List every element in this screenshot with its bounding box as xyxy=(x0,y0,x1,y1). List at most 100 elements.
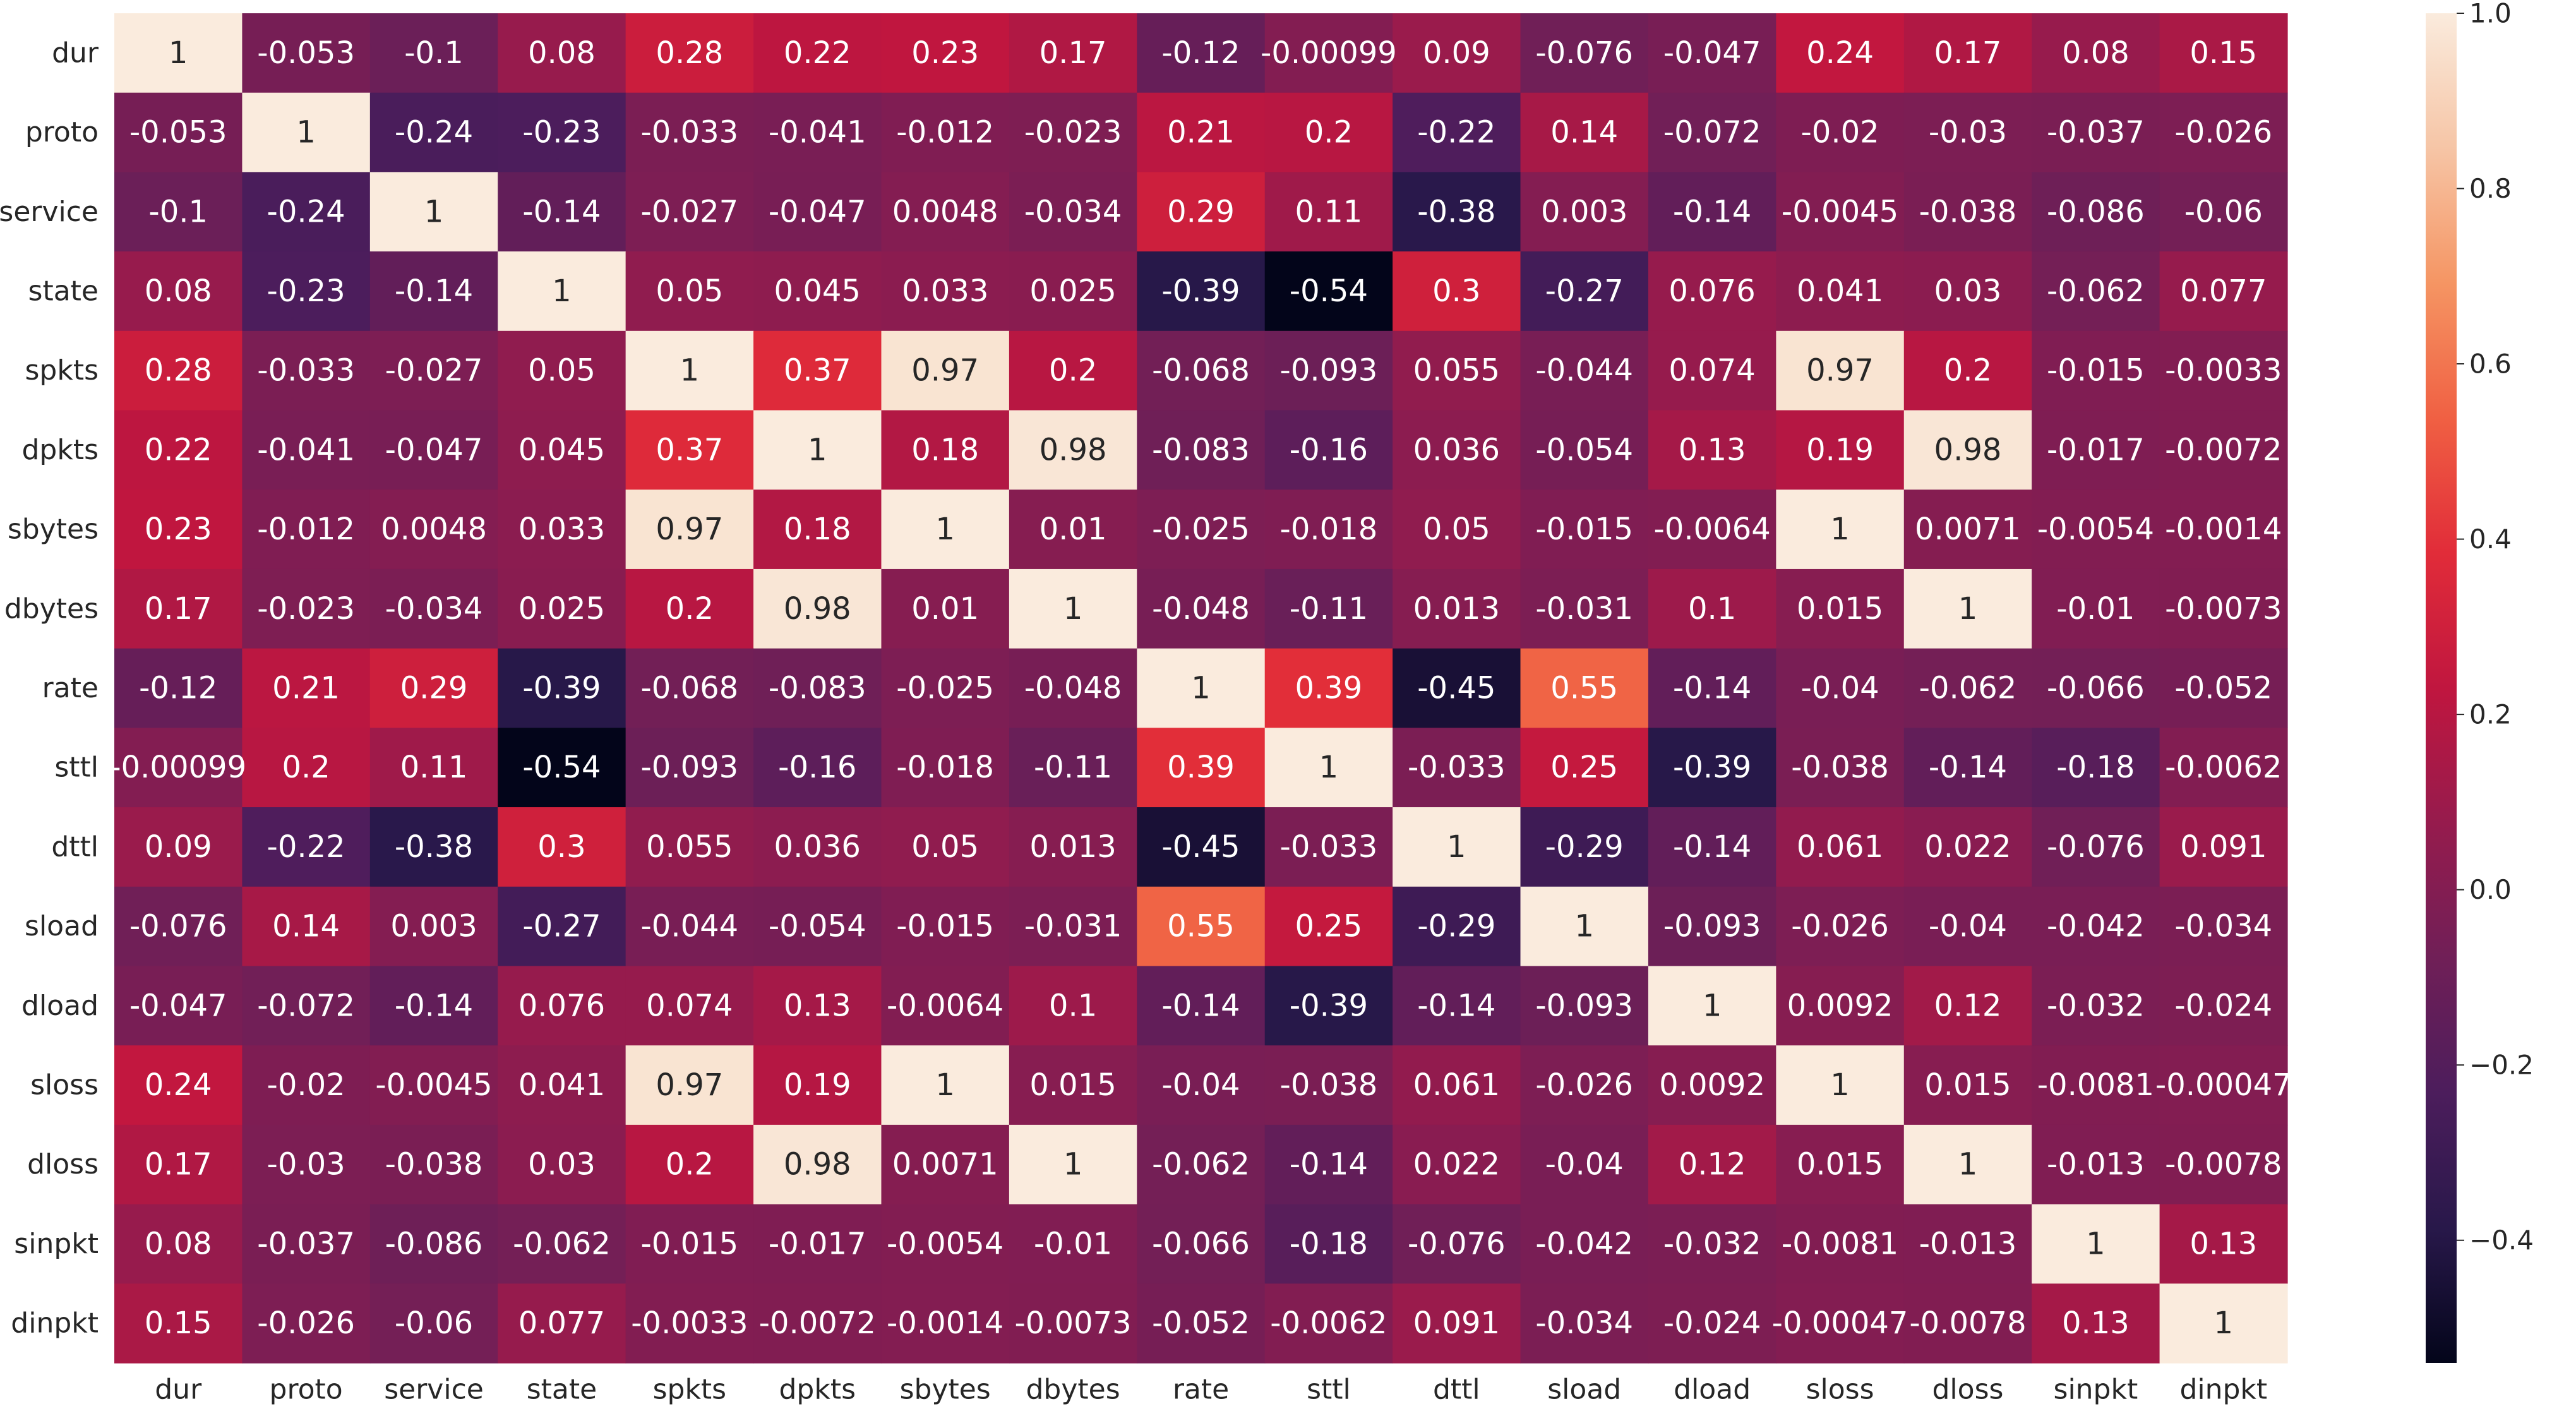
heatmap-cell-sbytes-dloss xyxy=(1903,489,2032,570)
cell-value-dttl-proto: -0.22 xyxy=(267,829,345,865)
heatmap-cell-proto-dload xyxy=(1648,92,1776,173)
y-tick-label-dloss: dloss xyxy=(27,1148,99,1180)
heatmap-cell-rate-dur xyxy=(114,648,243,728)
heatmap-cell-dur-sbytes xyxy=(881,13,1010,93)
cell-value-rate-dpkts: -0.083 xyxy=(769,671,866,706)
cell-value-dbytes-service: -0.034 xyxy=(385,591,483,627)
heatmap-cell-state-sinpkt xyxy=(2032,251,2160,332)
heatmap-cell-dinpkt-dloss xyxy=(1903,1283,2032,1364)
cell-value-sttl-dpkts: -0.16 xyxy=(778,750,856,785)
x-tick-label-service: service xyxy=(384,1374,484,1406)
cell-value-dloss-sloss: 0.015 xyxy=(1797,1147,1883,1182)
heatmap-cell-sload-sbytes xyxy=(881,886,1010,967)
heatmap-cell-sloss-service xyxy=(369,1045,498,1126)
cell-value-rate-spkts: -0.068 xyxy=(640,671,738,706)
cell-value-dinpkt-sload: -0.034 xyxy=(1535,1306,1633,1341)
cell-value-dinpkt-proto: -0.026 xyxy=(257,1306,355,1341)
cell-value-service-proto: -0.24 xyxy=(267,194,345,229)
cell-value-sloss-sloss: 1 xyxy=(1830,1067,1850,1103)
heatmap-cell-service-sload xyxy=(1520,172,1649,252)
heatmap-cell-dinpkt-dload xyxy=(1648,1283,1776,1364)
heatmap-cell-dbytes-sloss xyxy=(1776,568,1905,649)
cell-value-state-dpkts: 0.045 xyxy=(774,273,861,309)
cell-value-proto-proto: 1 xyxy=(296,115,316,150)
heatmap-cell-dinpkt-spkts xyxy=(625,1283,754,1364)
heatmap-cell-spkts-dttl xyxy=(1393,330,1521,411)
heatmap-cell-dpkts-sload xyxy=(1520,410,1649,490)
cell-value-dinpkt-dpkts: -0.0072 xyxy=(759,1306,876,1341)
heatmap-cell-sloss-sinpkt xyxy=(2032,1045,2160,1126)
cell-value-dur-state: 0.08 xyxy=(528,35,596,71)
heatmap-cell-sloss-dpkts xyxy=(753,1045,882,1126)
cell-value-spkts-dur: 0.28 xyxy=(145,353,212,388)
cell-value-dinpkt-state: 0.077 xyxy=(518,1306,605,1341)
heatmap-cell-dloss-dloss xyxy=(1903,1124,2032,1205)
heatmap-cell-dinpkt-rate xyxy=(1137,1283,1266,1364)
cell-value-sbytes-dbytes: 0.01 xyxy=(1039,512,1107,547)
cell-value-dbytes-dpkts: 0.98 xyxy=(784,591,851,627)
heatmap-cell-dur-dinpkt xyxy=(2159,13,2288,93)
cell-value-sbytes-spkts: 0.97 xyxy=(656,512,723,547)
cell-value-dpkts-dloss: 0.98 xyxy=(1934,432,2002,467)
heatmap-cell-sloss-proto xyxy=(242,1045,371,1126)
cell-value-dloss-proto: -0.03 xyxy=(267,1147,345,1182)
heatmap-cell-proto-sloss xyxy=(1776,92,1905,173)
heatmap-cell-dloss-dinpkt xyxy=(2159,1124,2288,1205)
x-tick-label-dttl: dttl xyxy=(1433,1374,1480,1406)
heatmap-cell-sload-state xyxy=(498,886,626,967)
heatmap-cell-service-sinpkt xyxy=(2032,172,2160,252)
cell-value-spkts-sttl: -0.093 xyxy=(1280,353,1378,388)
cell-value-sttl-sttl: 1 xyxy=(1319,750,1339,785)
heatmap-cell-state-spkts xyxy=(625,251,754,332)
cell-value-dloss-dload: 0.12 xyxy=(1679,1147,1746,1182)
colorbar-tick-label: 1.0 xyxy=(2469,0,2512,29)
cell-value-sttl-proto: 0.2 xyxy=(282,750,330,785)
heatmap-cell-state-state xyxy=(498,251,626,332)
heatmap-cell-sbytes-dttl xyxy=(1393,489,1521,570)
cell-value-dbytes-spkts: 0.2 xyxy=(666,591,714,627)
cell-value-spkts-dttl: 0.055 xyxy=(1413,353,1500,388)
cell-value-dpkts-sttl: -0.16 xyxy=(1290,432,1368,467)
cell-value-state-sload: -0.27 xyxy=(1545,273,1624,309)
heatmap-cell-dur-sload xyxy=(1520,13,1649,93)
heatmap-cell-dload-sloss xyxy=(1776,966,1905,1046)
cell-value-sbytes-dloss: 0.0071 xyxy=(1915,512,2021,547)
heatmap-cell-spkts-dpkts xyxy=(753,330,882,411)
cell-value-state-spkts: 0.05 xyxy=(656,273,723,309)
cell-value-sbytes-dinpkt: -0.0014 xyxy=(2165,512,2282,547)
cell-value-dinpkt-dttl: 0.091 xyxy=(1413,1306,1500,1341)
cell-value-dload-sloss: 0.0092 xyxy=(1787,988,1893,1023)
cell-value-dinpkt-sinpkt: 0.13 xyxy=(2062,1306,2130,1341)
cell-value-sload-dpkts: -0.054 xyxy=(769,909,866,944)
heatmap-cell-dload-rate xyxy=(1137,966,1266,1046)
cell-value-proto-rate: 0.21 xyxy=(1167,115,1235,150)
x-tick-label-sbytes: sbytes xyxy=(900,1374,991,1406)
cell-value-rate-sbytes: -0.025 xyxy=(896,671,994,706)
heatmap-cell-sbytes-sloss xyxy=(1776,489,1905,570)
cell-value-dttl-sload: -0.29 xyxy=(1545,829,1624,865)
cell-value-sloss-dttl: 0.061 xyxy=(1413,1067,1500,1103)
cell-value-dload-sinpkt: -0.032 xyxy=(2047,988,2145,1023)
heatmap-cell-sloss-rate xyxy=(1137,1045,1266,1126)
y-tick-label-sload: sload xyxy=(25,910,99,942)
heatmap-cell-service-spkts xyxy=(625,172,754,252)
cell-value-sload-dloss: -0.04 xyxy=(1929,909,2007,944)
heatmap-cell-dur-dbytes xyxy=(1009,13,1137,93)
y-tick-label-service: service xyxy=(0,196,99,228)
cell-value-dur-dload: -0.047 xyxy=(1663,35,1761,71)
cell-value-sttl-service: 0.11 xyxy=(400,750,468,785)
cell-value-dinpkt-sbytes: -0.0014 xyxy=(887,1306,1003,1341)
colorbar-tick-label: 0.2 xyxy=(2469,699,2512,730)
heatmap-cell-sttl-dinpkt xyxy=(2159,728,2288,808)
cell-value-service-dur: -0.1 xyxy=(148,194,208,229)
heatmap-cell-dload-dpkts xyxy=(753,966,882,1046)
heatmap-cell-sbytes-state xyxy=(498,489,626,570)
heatmap-cell-dload-sbytes xyxy=(881,966,1010,1046)
cell-value-dur-sloss: 0.24 xyxy=(1806,35,1874,71)
heatmap-cell-state-dload xyxy=(1648,251,1776,332)
heatmap-cell-rate-sttl xyxy=(1264,648,1393,728)
heatmap-cell-dbytes-dloss xyxy=(1903,568,2032,649)
heatmap-cell-dload-dinpkt xyxy=(2159,966,2288,1046)
cell-value-sttl-sload: 0.25 xyxy=(1550,750,1618,785)
cell-value-sloss-service: -0.0045 xyxy=(375,1067,492,1103)
